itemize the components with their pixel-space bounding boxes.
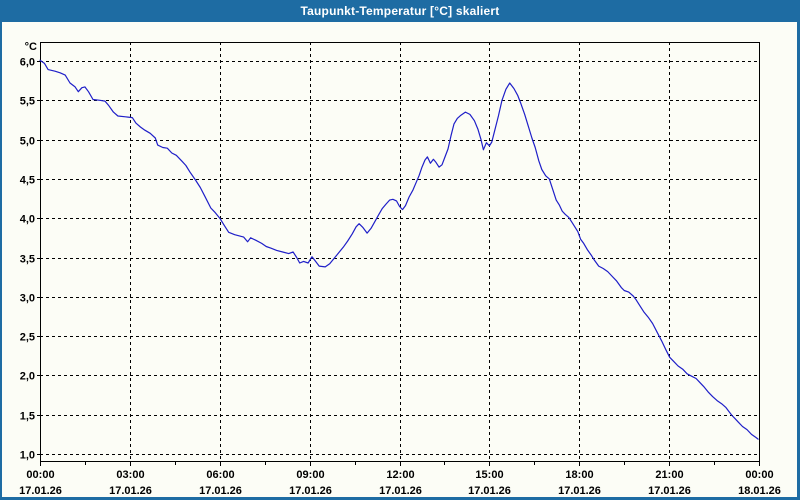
x-tick-time-label: 00:00: [26, 469, 54, 481]
y-axis-unit-label: °C: [25, 41, 37, 53]
y-tick-label: 4,5: [20, 175, 35, 187]
x-tick-date-label: 17.01.26: [468, 485, 511, 497]
title-bar: Taupunkt-Temperatur [°C] skaliert: [2, 0, 797, 22]
y-tick-label: 4,0: [20, 214, 35, 226]
x-tick-date-label: 18.01.26: [738, 485, 781, 497]
x-tick-date-label: 17.01.26: [109, 485, 152, 497]
y-tick-label: 1,5: [20, 411, 35, 423]
x-tick-date-label: 17.01.26: [379, 485, 422, 497]
dew-point-temperature-line: [39, 59, 759, 440]
y-tick-label: 3,0: [20, 293, 35, 305]
x-tick-time-label: 03:00: [116, 469, 144, 481]
x-tick-date-label: 17.01.26: [558, 485, 601, 497]
x-tick-time-label: 18:00: [565, 469, 593, 481]
y-tick-label: 6,0: [20, 57, 35, 69]
y-tick-label: 5,0: [20, 136, 35, 148]
x-tick-date-label: 17.01.26: [648, 485, 691, 497]
x-tick-date-label: 17.01.26: [289, 485, 332, 497]
y-tick-label: 2,5: [20, 332, 35, 344]
x-tick-date-label: 17.01.26: [19, 485, 62, 497]
y-tick-label: 2,0: [20, 371, 35, 383]
x-tick-time-label: 06:00: [206, 469, 234, 481]
chart-canvas: 6,0 5,5 5,0 4,5 4,0 3,5 3,0 2,5 2,0 1,5 1,0 00:00 17…: [19, 41, 781, 497]
x-tick-time-label: 00:00: [745, 469, 773, 481]
x-tick-time-label: 12:00: [386, 469, 414, 481]
y-tick-label: 5,5: [20, 96, 35, 108]
x-tick-date-label: 17.01.26: [199, 485, 242, 497]
x-tick-time-label: 21:00: [655, 469, 683, 481]
y-tick-label: 1,0: [20, 450, 35, 462]
y-tick-label: 3,5: [20, 254, 35, 266]
window-title: Taupunkt-Temperatur [°C] skaliert: [300, 4, 500, 18]
x-tick-time-label: 09:00: [296, 469, 324, 481]
chart-area: 6,0 5,5 5,0 4,5 4,0 3,5 3,0 2,5 2,0 1,5 1,0 00:00 17…: [2, 22, 797, 497]
x-tick-time-label: 15:00: [475, 469, 503, 481]
